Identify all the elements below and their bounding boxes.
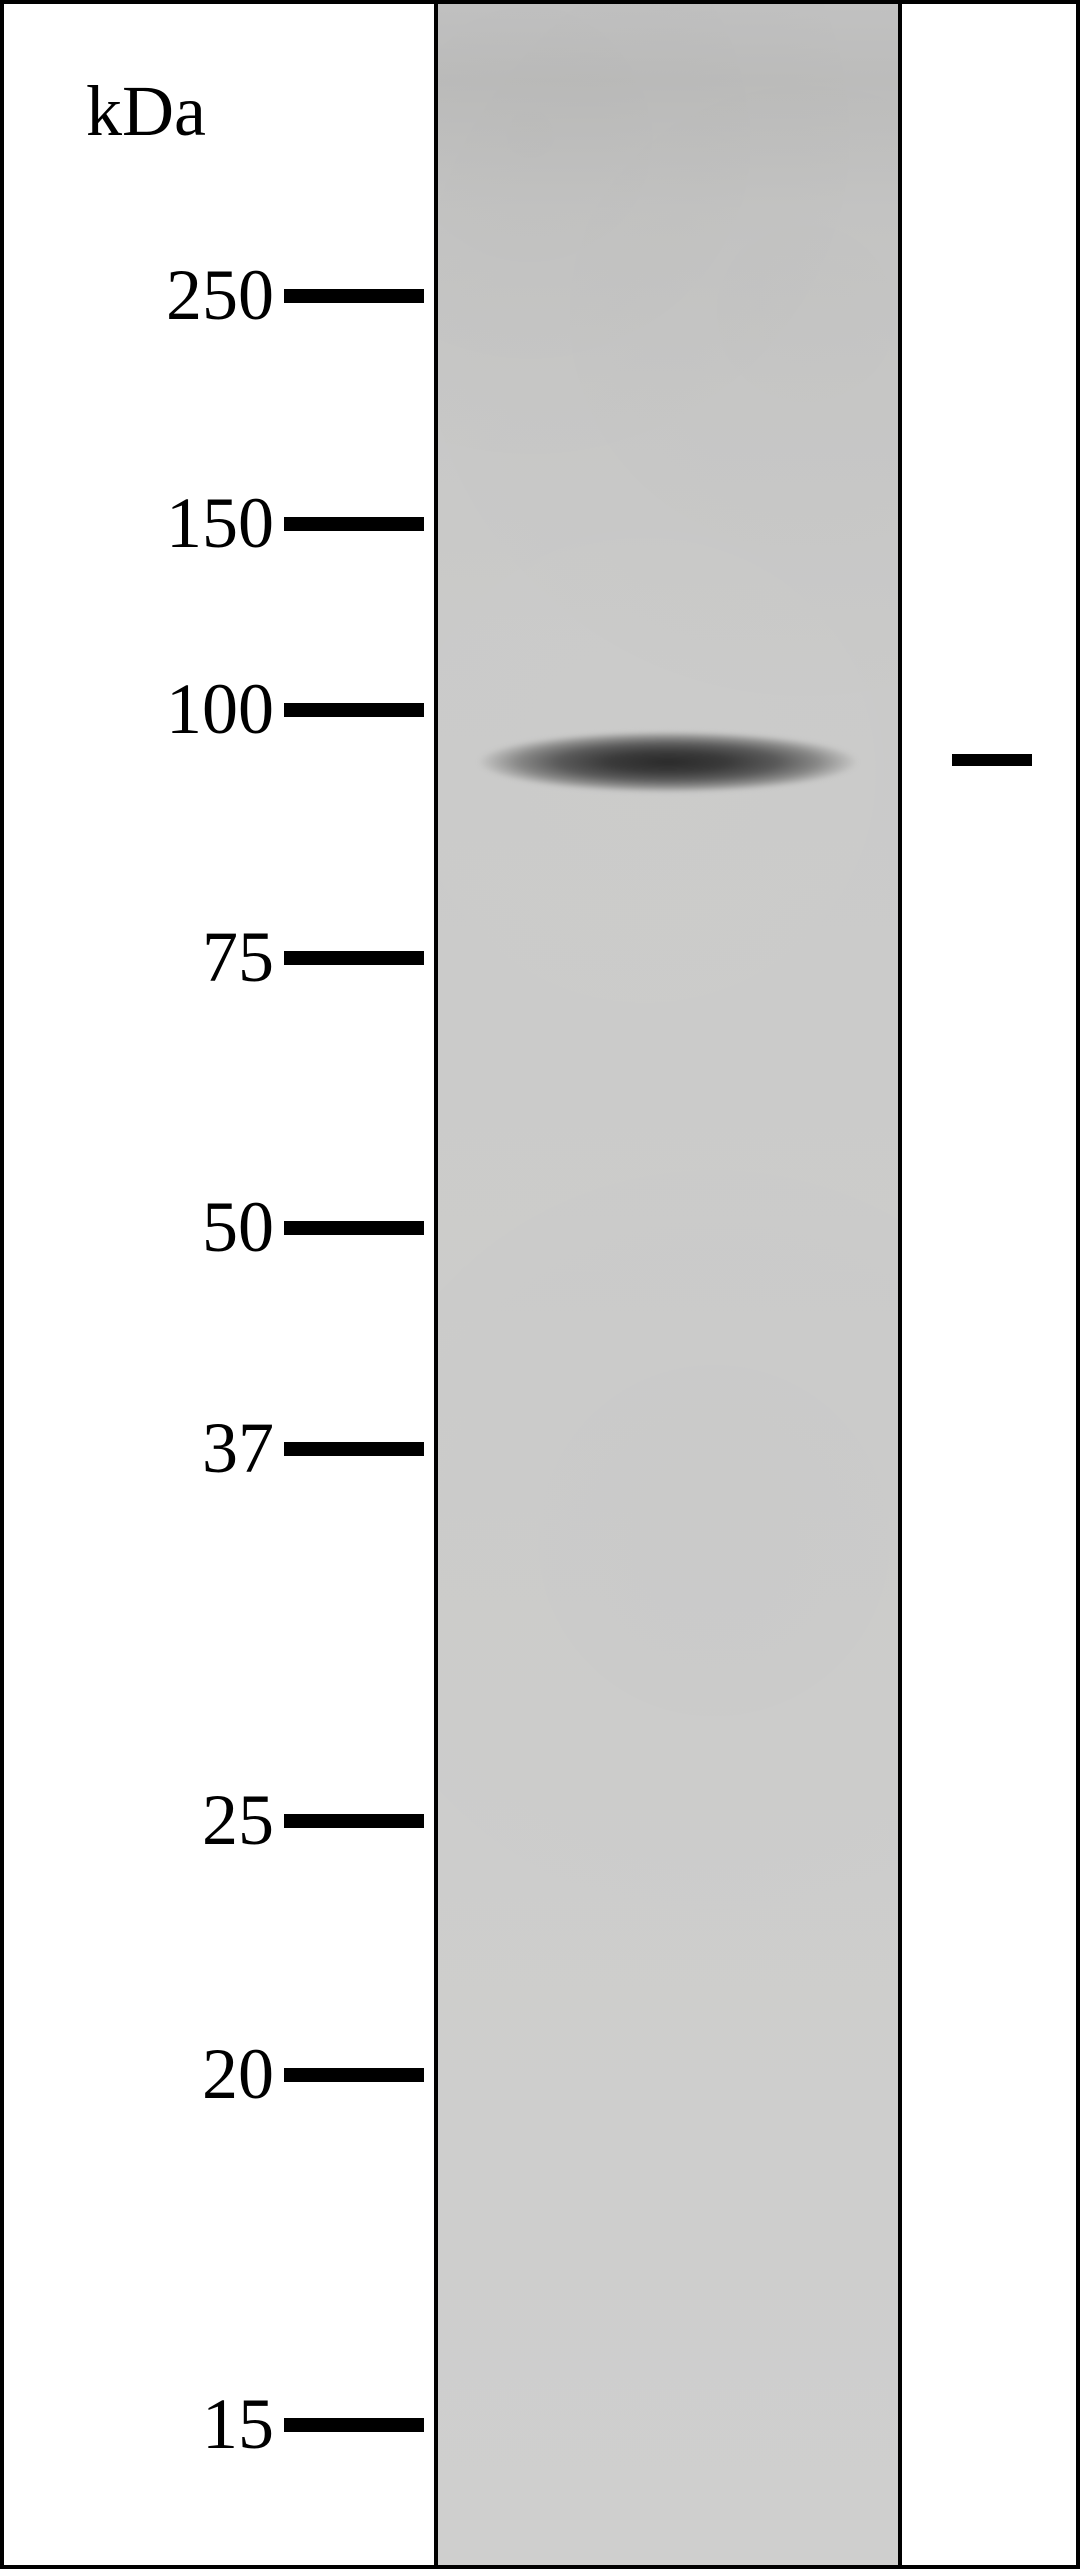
lane-noise-texture (438, 4, 898, 2565)
lane-membrane-bg (438, 4, 898, 2565)
marker-label-75: 75 (114, 916, 274, 999)
marker-label-250: 250 (114, 254, 274, 337)
marker-tick-37 (284, 1442, 424, 1456)
marker-label-150: 150 (114, 482, 274, 565)
band-indicator-arrow (952, 754, 1032, 766)
marker-tick-15 (284, 2418, 424, 2432)
blot-lane (434, 4, 902, 2565)
marker-label-15: 15 (114, 2383, 274, 2466)
marker-labels-panel: kDa 250 150 100 75 50 37 25 20 15 (4, 4, 434, 2565)
marker-label-20: 20 (114, 2033, 274, 2116)
marker-tick-150 (284, 517, 424, 531)
unit-label: kDa (86, 70, 206, 153)
marker-label-50: 50 (114, 1186, 274, 1269)
protein-band (468, 726, 868, 798)
marker-label-37: 37 (114, 1407, 274, 1490)
marker-tick-250 (284, 289, 424, 303)
marker-tick-50 (284, 1221, 424, 1235)
western-blot-figure: kDa 250 150 100 75 50 37 25 20 15 (0, 0, 1080, 2569)
marker-label-25: 25 (114, 1779, 274, 1862)
marker-tick-25 (284, 1814, 424, 1828)
marker-tick-100 (284, 703, 424, 717)
marker-tick-75 (284, 951, 424, 965)
marker-tick-20 (284, 2068, 424, 2082)
marker-label-100: 100 (114, 668, 274, 751)
